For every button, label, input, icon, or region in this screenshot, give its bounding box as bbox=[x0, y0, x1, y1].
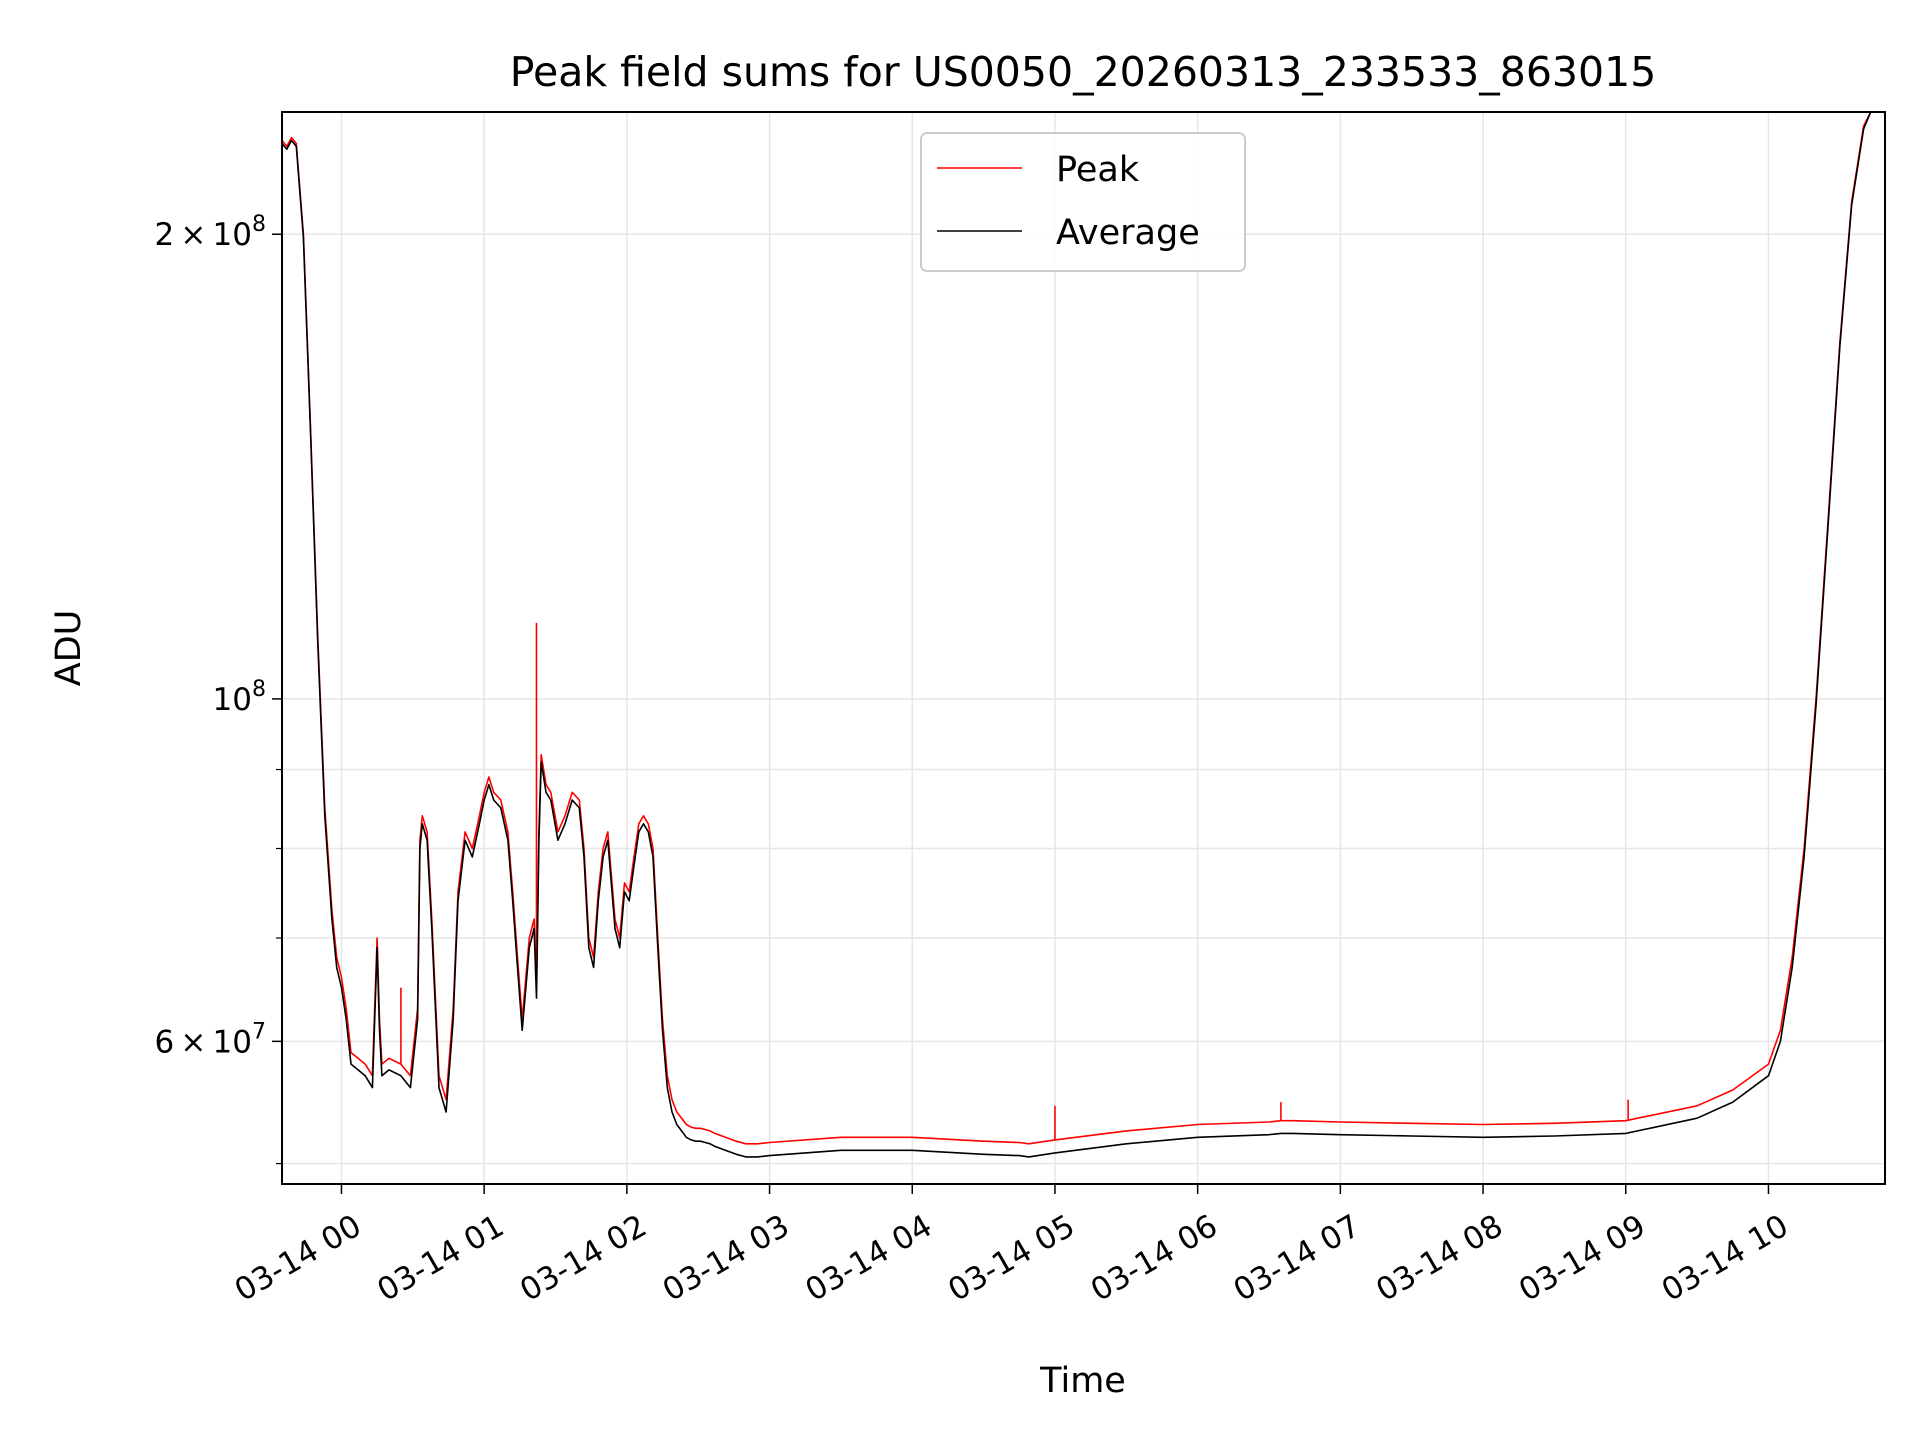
x-tick-label: 03-14 00 bbox=[229, 1208, 368, 1309]
x-tick-label: 03-14 07 bbox=[1228, 1208, 1367, 1309]
legend-label-peak: Peak bbox=[1056, 150, 1140, 190]
series-line-average bbox=[281, 111, 1885, 1158]
x-tick-label: 03-14 01 bbox=[371, 1208, 510, 1309]
x-tick-label: 03-14 06 bbox=[1085, 1208, 1224, 1309]
legend-label-average: Average bbox=[1056, 213, 1200, 253]
x-tick-label: 03-14 05 bbox=[942, 1208, 1081, 1309]
series-line-peak bbox=[281, 111, 1885, 1145]
x-tick-label: 03-14 03 bbox=[657, 1208, 796, 1309]
legend: Peak Average bbox=[920, 132, 1246, 272]
chart-title: Peak field sums for US0050_20260313_2335… bbox=[510, 48, 1657, 96]
x-tick-label: 03-14 04 bbox=[799, 1208, 938, 1309]
x-tick-label: 03-14 10 bbox=[1656, 1208, 1795, 1309]
y-tick-label: 2 × 108 bbox=[154, 212, 266, 253]
axis-ticks: 03-14 00 03-14 01 03-14 02 03-14 03 03-14 04… bbox=[154, 212, 1794, 1309]
x-tick-label: 03-14 09 bbox=[1513, 1208, 1652, 1309]
x-tick-label: 03-14 02 bbox=[514, 1208, 653, 1309]
plot-frame bbox=[281, 111, 1886, 1185]
x-axis-label: Time bbox=[1039, 1361, 1126, 1401]
x-tick-label: 03-14 08 bbox=[1370, 1208, 1509, 1309]
series-layer bbox=[281, 111, 1885, 1158]
y-tick-label: 108 bbox=[213, 677, 266, 718]
y-tick-label: 6 × 107 bbox=[154, 1019, 266, 1060]
y-axis-label: ADU bbox=[49, 610, 89, 687]
